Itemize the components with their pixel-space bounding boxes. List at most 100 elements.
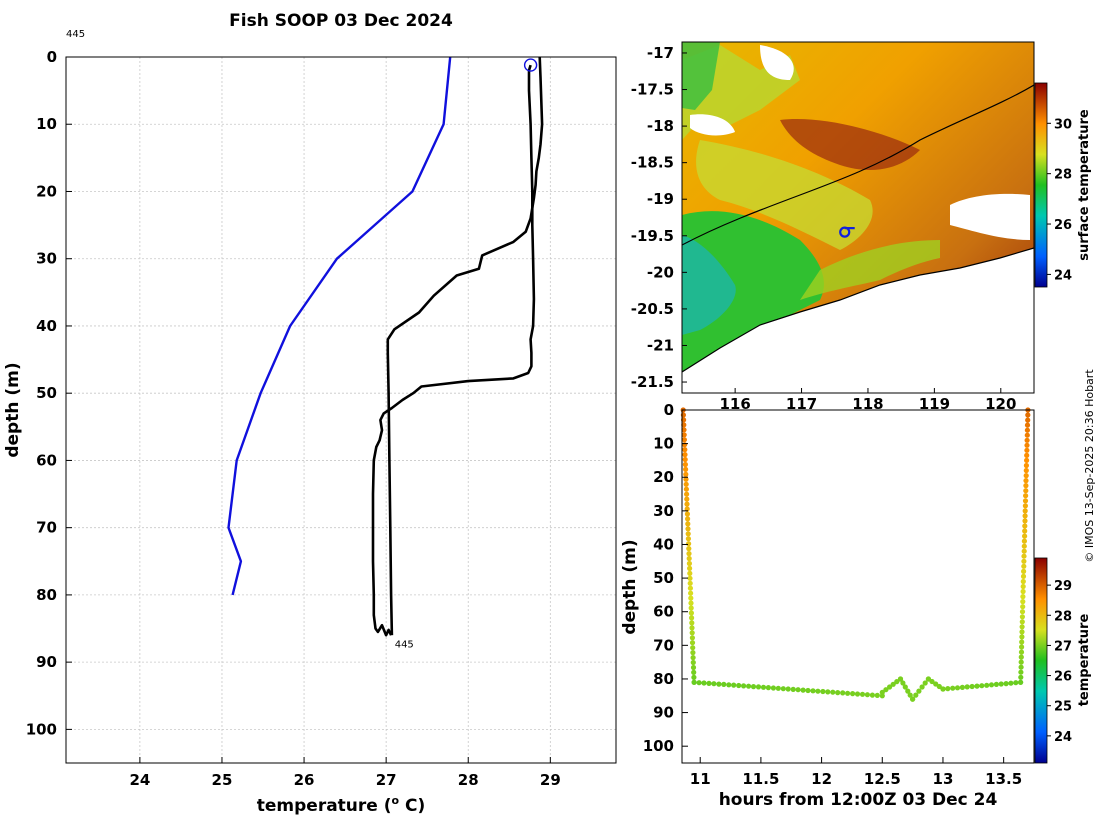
data-point bbox=[1020, 583, 1026, 590]
data-point bbox=[1019, 614, 1025, 620]
lat-tick-label: -21.5 bbox=[631, 373, 674, 391]
colorbar-tick-label: 26 bbox=[1054, 670, 1072, 685]
data-point bbox=[760, 684, 767, 690]
y-tick-label: 50 bbox=[653, 569, 674, 587]
data-point bbox=[1021, 568, 1027, 575]
temperature-colorbar bbox=[1034, 557, 1048, 764]
data-point bbox=[820, 688, 826, 695]
data-point bbox=[686, 560, 693, 567]
colorbar-tick-label: 27 bbox=[1054, 639, 1072, 654]
data-point bbox=[1021, 543, 1027, 549]
data-point bbox=[883, 687, 889, 693]
data-point bbox=[954, 685, 961, 691]
data-point bbox=[1021, 558, 1027, 564]
y-tick-label: 90 bbox=[36, 653, 57, 671]
cloud-mask-east bbox=[950, 193, 1030, 240]
x-tick-label: 26 bbox=[294, 771, 315, 789]
data-point bbox=[687, 570, 693, 577]
data-point bbox=[688, 610, 695, 616]
data-point bbox=[686, 555, 692, 562]
y-tick-label: 100 bbox=[26, 720, 57, 738]
data-point bbox=[1024, 427, 1030, 433]
data-point bbox=[1021, 563, 1027, 569]
data-point bbox=[780, 686, 786, 692]
x-tick-label: 11 bbox=[690, 770, 711, 788]
series-line-ascent bbox=[371, 64, 536, 637]
data-point bbox=[1023, 483, 1029, 489]
data-point bbox=[683, 476, 689, 482]
plot-area bbox=[66, 57, 616, 763]
data-point bbox=[716, 681, 722, 687]
data-point bbox=[1024, 437, 1030, 443]
data-point bbox=[879, 689, 885, 696]
x-tick-label: 28 bbox=[458, 771, 479, 789]
data-point bbox=[1018, 659, 1024, 665]
data-point bbox=[959, 684, 966, 691]
data-point bbox=[683, 466, 689, 472]
data-point bbox=[910, 696, 916, 702]
colorbar-tick-label: 30 bbox=[1054, 117, 1072, 132]
data-point bbox=[859, 691, 866, 697]
lon-tick-label: 120 bbox=[985, 395, 1016, 413]
data-point bbox=[1022, 508, 1028, 514]
y-tick-label: 30 bbox=[36, 250, 57, 268]
data-point bbox=[686, 541, 692, 547]
data-point bbox=[684, 506, 690, 512]
data-point bbox=[682, 461, 689, 468]
yellow-band bbox=[696, 140, 873, 250]
lat-tick-label: -19.5 bbox=[631, 227, 674, 245]
data-point bbox=[1024, 447, 1030, 453]
data-point bbox=[682, 452, 688, 458]
data-point bbox=[687, 565, 693, 572]
data-point bbox=[1023, 473, 1029, 479]
data-point bbox=[688, 605, 694, 611]
data-point bbox=[825, 689, 831, 695]
data-point bbox=[687, 580, 693, 586]
map-axis-ticks: -17 -17.5 -18 -18.5 -19 -19.5 -20 -20.5 -21 -21.5… bbox=[631, 44, 1017, 413]
temperature-colorbar-ticks: 24 25 26 27 28 29 bbox=[1047, 579, 1072, 745]
data-point bbox=[685, 526, 691, 532]
land-mask bbox=[682, 248, 1034, 393]
y-tick-label: 70 bbox=[653, 636, 674, 654]
data-point bbox=[686, 546, 692, 552]
data-point bbox=[689, 635, 696, 641]
coastline bbox=[682, 247, 1034, 373]
data-point bbox=[685, 536, 692, 542]
lat-tick-label: -20.5 bbox=[631, 300, 674, 318]
data-point bbox=[711, 681, 717, 687]
y-axis-label: depth (m) bbox=[3, 362, 23, 457]
y-tick-label: 80 bbox=[36, 586, 57, 604]
colorbar-tick-label: 24 bbox=[1054, 730, 1072, 745]
data-point bbox=[755, 684, 762, 690]
map-frame bbox=[681, 41, 1035, 394]
data-point bbox=[691, 679, 697, 685]
data-point bbox=[950, 685, 956, 691]
lat-tick-label: -18 bbox=[647, 117, 674, 135]
data-point bbox=[854, 691, 861, 697]
data-point bbox=[1022, 498, 1029, 504]
data-point bbox=[869, 692, 876, 698]
data-point bbox=[830, 689, 836, 695]
data-point bbox=[897, 676, 904, 682]
data-point bbox=[864, 692, 871, 698]
data-point bbox=[902, 684, 908, 690]
lat-tick-label: -19 bbox=[647, 190, 674, 208]
y-tick-label: 70 bbox=[36, 519, 57, 537]
data-point bbox=[684, 501, 690, 507]
x-tick-label: 12 bbox=[811, 770, 832, 788]
profile-id-annotation: 445 bbox=[395, 639, 414, 650]
data-point bbox=[1023, 493, 1029, 499]
y-tick-label: 80 bbox=[653, 670, 674, 688]
data-point bbox=[1019, 644, 1025, 650]
data-point bbox=[1022, 503, 1028, 509]
data-point bbox=[688, 590, 694, 596]
depth-time-chart: 11 11.5 12 12.5 13 13.5 0 10 20 30 40 50 60 70 80 90 100… bbox=[620, 401, 1092, 810]
lat-tick-label: -18.5 bbox=[631, 154, 674, 172]
data-point bbox=[690, 650, 696, 656]
data-point bbox=[682, 442, 688, 448]
data-point bbox=[1018, 669, 1024, 675]
data-point bbox=[1021, 538, 1027, 544]
data-point bbox=[1022, 523, 1028, 529]
data-point bbox=[1024, 457, 1030, 463]
